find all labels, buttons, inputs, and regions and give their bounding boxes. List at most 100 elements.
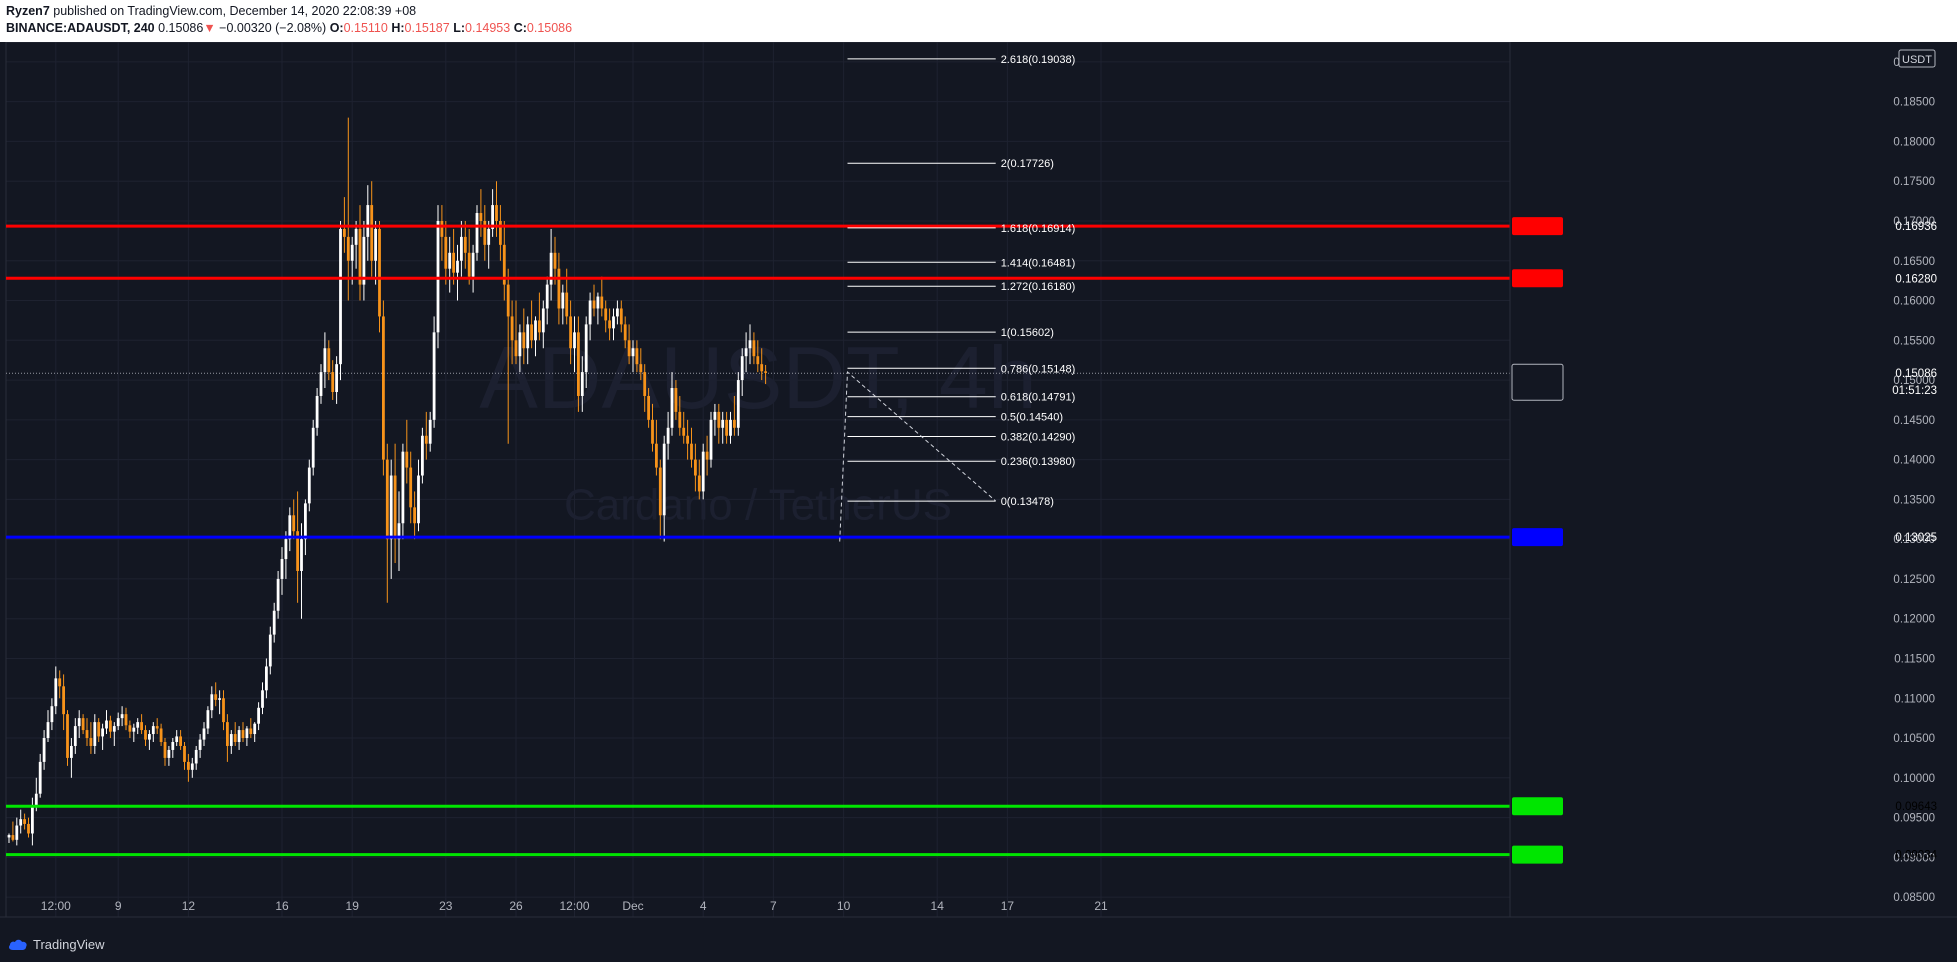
candle-body [736,380,740,428]
tradingview-cloud-icon [9,939,27,950]
candle-body [304,503,307,540]
price-tag-label: 0.13025 [1895,532,1937,544]
candle-body [463,236,467,253]
price-axis-tick: 0.12500 [1893,574,1935,586]
candle-body [409,467,413,508]
candle-body [105,720,108,729]
time-axis-tick: 26 [509,899,523,913]
time-axis-tick: 7 [770,899,777,913]
candle-body [93,722,97,746]
candle-body [370,205,374,261]
candle-body [300,539,303,571]
candle-body [167,749,171,758]
close-value: 0.15086 [526,21,573,35]
price-axis-tick: 0.16500 [1893,256,1935,268]
candle-body [697,475,701,492]
candle-body [499,220,502,245]
currency-label: USDT [1902,54,1932,66]
candle-body [343,228,346,237]
open-value: 0.15110 [343,21,388,35]
candle-body [530,324,533,341]
candle-body [171,742,175,750]
high-value: 0.15187 [404,21,450,35]
candle-body [54,678,58,707]
candle-body [612,316,615,329]
candle-body [194,749,198,764]
candle-body [159,728,163,742]
fib-level-label: 0(0.13478) [1001,496,1054,508]
price-axis-background [1510,42,1957,928]
candle-body [748,340,752,349]
candle-body [401,451,405,524]
candle-body [432,332,436,420]
candle-body [112,726,116,732]
time-axis-tick: 14 [931,899,945,913]
candle-body [42,738,46,762]
candle-body [756,356,760,365]
candle-body [116,718,120,727]
time-axis-tick: 16 [275,899,289,913]
publisher-name[interactable]: Ryzen7 [6,4,50,18]
chart-area[interactable]: ADAUSDT, 4h Cardano / TetherUS 2.618(0.190… [0,42,1957,928]
candle-body [19,819,23,826]
price-axis-tick: 0.15500 [1893,335,1935,347]
time-axis-tick: 23 [439,899,453,913]
candle-body [81,718,85,731]
candle-body [448,252,452,269]
candle-body [222,698,225,723]
candle-body [655,443,658,468]
time-axis-tick: 17 [1001,899,1015,913]
price-axis-tick: 0.12000 [1893,614,1935,626]
candle-body [701,451,705,492]
candle-body [132,727,136,732]
candle-body [179,736,182,746]
candle-body [85,730,89,739]
candle-body [623,324,627,341]
candle-body [120,714,124,719]
candle-body [592,300,596,309]
candle-body [678,411,682,428]
price-axis-tick: 0.09500 [1893,813,1935,825]
candle-body [495,205,498,221]
candle-body [66,714,69,758]
fib-level-label: 1.618(0.16914) [1001,223,1076,235]
candle-body [241,730,245,739]
candle-body [604,308,608,321]
fib-level-label: 2.618(0.19038) [1001,54,1076,66]
time-axis-tick: 21 [1094,899,1108,913]
candle-body [460,236,463,261]
candle-body [311,427,315,468]
candle-body [643,372,647,396]
price-tag-label: 0.09034 [1895,850,1937,862]
candle-body [428,419,432,444]
candle-body [717,411,721,428]
candle-body [362,236,366,285]
candle-body [721,419,725,428]
candle-body [413,507,416,524]
candle-body [124,714,128,726]
candle-body [522,332,526,349]
candle-body [354,228,358,245]
tradingview-logo[interactable]: TradingView [8,937,105,952]
candle-body [62,686,65,715]
candle-body [584,324,588,373]
candle-body [467,252,471,277]
candle-body [635,348,639,365]
candle-body [506,284,510,317]
candle-body [296,531,299,571]
candle-body [327,348,331,373]
candle-body [276,578,280,611]
candle-body [249,728,253,735]
bar-countdown: 01:51:23 [1892,385,1937,397]
price-axis-tick: 0.18000 [1893,136,1935,148]
candle-body [237,730,241,742]
candle-body [77,718,81,727]
price-tag [1512,217,1563,236]
candle-body [163,742,167,758]
time-axis-tick: 4 [700,899,707,913]
candle-body [218,698,221,700]
candle-body [378,228,381,317]
candle-body [198,739,202,750]
price-axis-tick: 0.16000 [1893,296,1935,308]
